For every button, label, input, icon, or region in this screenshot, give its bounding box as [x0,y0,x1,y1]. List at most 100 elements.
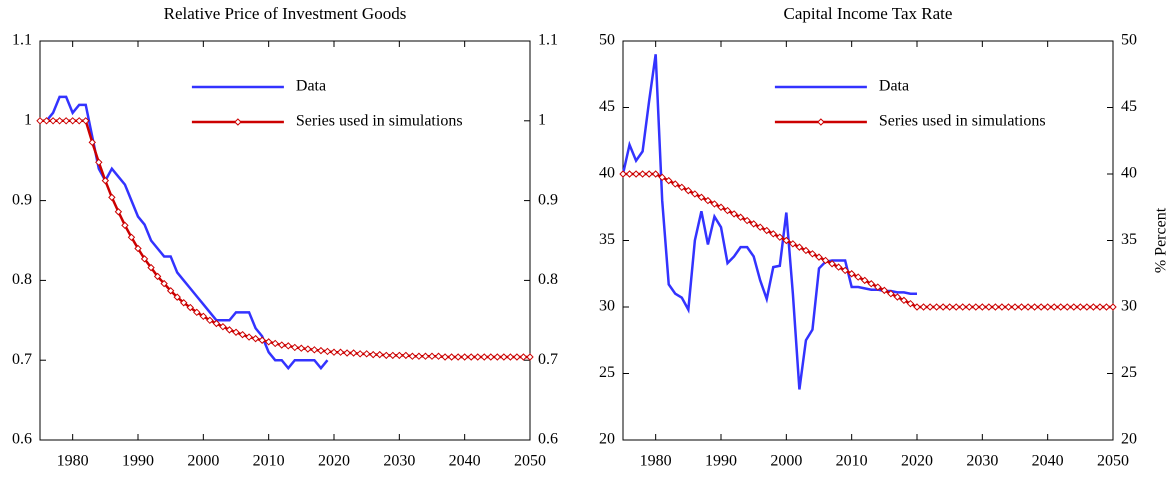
x-tick-label: 2000 [770,453,802,470]
series-marker [906,299,915,308]
series-marker [919,303,928,311]
series-marker [841,266,849,275]
series-marker [480,353,488,361]
legend-marker [817,118,825,126]
series-marker [789,240,797,248]
series-marker [874,283,882,291]
x-tick-label: 1980 [57,453,89,470]
series-marker [101,176,110,185]
series-marker [717,203,725,211]
series-marker [665,176,673,185]
series-marker [343,349,351,357]
x-tick-label: 2050 [514,453,546,470]
series-marker [95,158,103,167]
y-tick-label: 30 [599,298,615,315]
x-tick-label: 1990 [705,453,737,470]
y-tick-label: 20 [599,431,615,448]
series-marker [638,170,647,178]
series-marker [304,345,312,353]
y2-tick-label: 40 [1121,165,1137,182]
series-marker [945,303,954,311]
series-marker [795,243,804,251]
legend-marker [234,118,242,126]
series-marker [460,353,469,361]
y2-tick-label: 20 [1121,431,1137,448]
series-marker [421,352,430,360]
series-marker [395,351,404,360]
y2-tick-label: 0.6 [538,431,558,448]
series-marker [658,173,666,182]
series-marker [991,303,1000,311]
series-marker [900,296,908,305]
series-marker [723,206,732,215]
series-marker [114,208,123,216]
series-marker [1096,303,1104,311]
series-marker [782,236,791,245]
series-marker [82,117,90,125]
series-marker [736,213,745,221]
y2-tick-label: 0.9 [538,191,558,208]
series-marker [434,352,443,360]
legend-label: Data [879,78,909,95]
series-marker [36,117,44,125]
series-marker [691,190,699,198]
y-tick-label: 0.7 [12,351,32,368]
series-marker [998,303,1006,311]
series-marker [173,293,181,301]
series-marker [428,352,436,360]
series-marker [238,330,247,339]
series-marker [769,230,777,238]
series-marker [847,270,856,278]
series-marker [978,303,987,311]
series-marker [206,316,214,325]
y-tick-label: 0.9 [12,191,32,208]
series-marker [926,303,934,311]
plot-frame [622,40,1114,441]
legend-label: Series used in simulations [879,113,1046,130]
series-marker [632,170,640,178]
series-marker [474,353,482,361]
y-tick-label: 1.1 [12,32,32,49]
x-tick-label: 1990 [122,453,154,470]
series-marker [1089,303,1098,311]
series-marker [880,286,889,295]
series-marker [186,303,194,312]
series-marker [402,351,410,360]
series-marker [965,303,973,311]
series-marker [828,260,836,268]
series-marker [62,117,70,125]
series-marker [127,233,136,242]
series-marker [362,350,371,358]
series-marker [1057,303,1065,311]
chart-title: Capital Income Tax Rate [784,4,953,23]
series-marker [743,216,751,225]
series-marker [678,183,686,192]
series-marker [854,273,862,281]
series-marker [108,193,116,202]
y2-tick-label: 0.8 [538,271,558,288]
series-marker [454,353,462,361]
x-tick-label: 2010 [253,453,285,470]
x-tick-label: 2040 [449,453,481,470]
series-marker [808,250,817,258]
y2-tick-label: 45 [1121,98,1137,115]
series-marker [219,322,227,331]
chart-title: Relative Price of Investment Goods [164,4,407,23]
series-marker [441,353,449,361]
x-tick-label: 2040 [1032,453,1064,470]
series-marker [1083,303,1091,311]
series-line [40,95,329,371]
series-marker [1102,303,1111,311]
series-marker [376,350,384,359]
y2-axis-label: % Percent [1153,207,1170,273]
y-tick-label: 0.8 [12,271,32,288]
series-marker [49,117,57,125]
series-marker [893,293,902,301]
series-marker [815,253,823,261]
series-marker [140,255,149,263]
x-tick-label: 2020 [901,453,933,470]
series-marker [645,170,653,178]
series-marker [932,303,941,311]
series-marker [756,223,764,231]
